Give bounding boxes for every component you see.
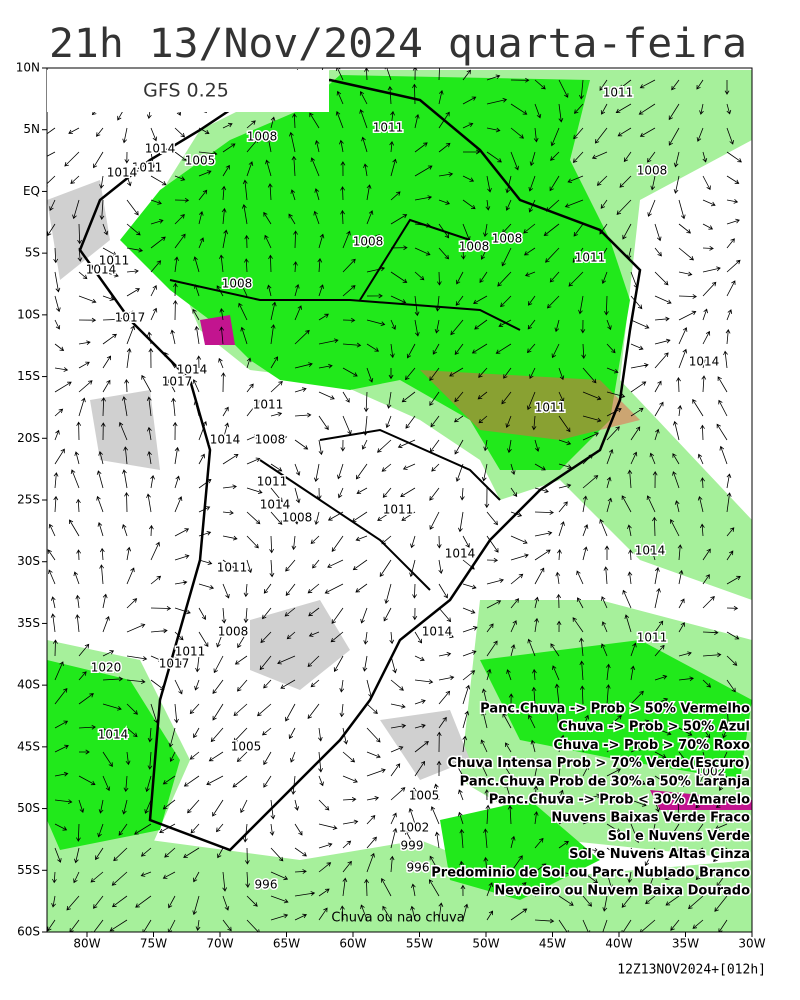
legend-entry: Nuvens Baixas Verde Fraco: [551, 811, 750, 826]
isobar-label: 1002: [399, 821, 430, 835]
isobar-label: 1008: [255, 433, 286, 447]
lat-label: 25S: [17, 493, 40, 507]
lat-label: 60S: [17, 925, 40, 939]
map-area: [47, 68, 752, 932]
legend-entry: Chuva -> Prob > 70% Roxo: [553, 738, 750, 753]
legend-entry: Predominio de Sol ou Parc. Nublado Branc…: [431, 865, 750, 880]
isobar-label: 996: [255, 878, 278, 892]
isobar-label: 1011: [637, 631, 668, 645]
lon-label: 35W: [672, 937, 699, 951]
isobar-label: 1008: [222, 277, 253, 291]
isobar-label: 1008: [247, 130, 278, 144]
legend-entry: Panc.Chuva -> Prob > 50% Vermelho: [480, 702, 750, 717]
lon-label: 75W: [140, 937, 167, 951]
isobar-label: 1017: [162, 375, 193, 389]
lat-label: 55S: [17, 863, 40, 877]
lat-label: 20S: [17, 431, 40, 445]
isobar-label: 1017: [159, 657, 190, 671]
isobar-label: 1014: [689, 355, 720, 369]
lat-label: 5S: [25, 246, 40, 260]
isobar-label: 1005: [185, 154, 216, 168]
isobar-label: 1014: [98, 728, 129, 742]
isobar-label: 1011: [383, 503, 414, 517]
isobar-label: 1014: [86, 263, 117, 277]
isobar-label: 1011: [217, 561, 248, 575]
isobar-label: 1014: [422, 625, 453, 639]
lat-label: 10S: [17, 307, 40, 321]
isobar-label: 1011: [175, 645, 206, 659]
isobar-label: 999: [401, 839, 424, 853]
green-area: [47, 640, 752, 900]
isobar-label: 1008: [459, 240, 490, 254]
isobar-label: 1008: [353, 235, 384, 249]
lat-label: 40S: [17, 678, 40, 692]
model-box: [47, 70, 329, 112]
isobar-label: 1014: [260, 498, 291, 512]
isobar-label: 1008: [492, 232, 523, 246]
borders: [169, 218, 521, 591]
isobar-label: 1014: [177, 363, 208, 377]
isobar-label: 1011: [373, 121, 404, 135]
isobar-label: 1014: [107, 166, 138, 180]
isobar-label: 1011: [99, 254, 130, 268]
lat-label: 5N: [23, 122, 40, 136]
isobar-label: 1005: [409, 789, 440, 803]
gray-area: [47, 180, 470, 780]
lon-label: 40W: [605, 937, 632, 951]
lon-label: 50W: [472, 937, 499, 951]
lat-label: 10N: [16, 61, 40, 75]
isobar-label: 1008: [637, 164, 668, 178]
lon-label: 65W: [273, 937, 300, 951]
isobar-label: 1014: [445, 547, 476, 561]
isobar-label: 1008: [218, 625, 249, 639]
isobar-label: 1011: [535, 401, 566, 415]
caption: Chuva ou nao chuva: [331, 911, 464, 926]
lon-label: 70W: [206, 937, 233, 951]
lat-label: 15S: [17, 369, 40, 383]
lon-label: 80W: [73, 937, 100, 951]
isobar-label: 1011: [132, 161, 163, 175]
lat-label: 50S: [17, 801, 40, 815]
isobar-label: 1014: [210, 433, 241, 447]
isobar-label: 1008: [282, 511, 313, 525]
isobar-label: 996: [407, 861, 430, 875]
isobar-label: 1002: [695, 765, 726, 779]
isobar-label: 1014: [145, 142, 176, 156]
legend-entry: Sol e Nuvens Verde: [608, 829, 750, 844]
lat-label: 45S: [17, 739, 40, 753]
isobar-label: 1017: [115, 311, 146, 325]
isobar-label: 1005: [231, 740, 262, 754]
isobar-label: 1014: [635, 544, 666, 558]
isobar-label: 1011: [575, 251, 606, 265]
model-label: GFS 0.25: [143, 80, 229, 102]
lat-label: 30S: [17, 554, 40, 568]
lat-label: EQ: [23, 184, 40, 198]
legend-entry: Panc.Chuva -> Prob < 30% Amarelo: [489, 793, 750, 808]
lon-label: 30W: [738, 937, 765, 951]
run-label: 12Z13NOV2024+[012h]: [617, 963, 766, 978]
legend-entry: Sol e Nuvens Altas Cinza: [569, 847, 750, 862]
isobar-label: 1020: [91, 661, 122, 675]
legend-entry: Chuva Intensa Prob > 70% Verde(Escuro): [447, 756, 750, 771]
legend-entry: Chuva -> Prob > 50% Azul: [558, 720, 750, 735]
isobar-label: 1011: [603, 86, 634, 100]
isobar-label: 1011: [257, 475, 288, 489]
legend-entry: Nevoeiro ou Nuvem Baixa Dourado: [494, 884, 750, 899]
lon-label: 60W: [339, 937, 366, 951]
title: 21h 13/Nov/2024 quarta-feira: [49, 21, 747, 67]
lat-label: 35S: [17, 616, 40, 630]
coastline: [78, 78, 642, 852]
light-green-area: [47, 840, 752, 932]
lon-label: 55W: [406, 937, 433, 951]
legend-entry: Panc.Chuva Prob de 30% a 50% Laranja: [460, 774, 750, 789]
isobar-label: 1011: [253, 398, 284, 412]
lon-label: 45W: [539, 937, 566, 951]
